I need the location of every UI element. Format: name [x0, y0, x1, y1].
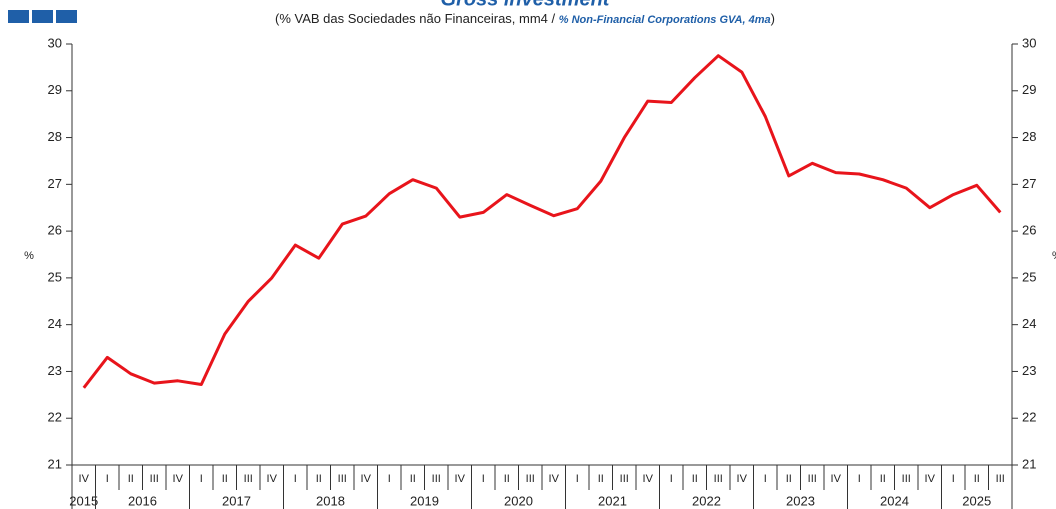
x-tick-label: III	[432, 473, 441, 485]
year-label: 2019	[410, 493, 439, 508]
y-tick-label: 25	[48, 269, 62, 284]
year-label: 2017	[222, 493, 251, 508]
y2-tick-label: 27	[1022, 176, 1036, 191]
x-tick-label: I	[388, 473, 391, 485]
subtitle-end: )	[771, 11, 775, 26]
y-tick-label: 24	[48, 316, 62, 331]
x-tick-label: I	[482, 473, 485, 485]
y2-tick-label: 22	[1022, 410, 1036, 425]
y2-tick-label: 28	[1022, 129, 1036, 144]
x-tick-label: IV	[831, 473, 842, 485]
x-tick-label: III	[338, 473, 347, 485]
subtitle-en: % Non-Financial Corporations GVA, 4ma	[559, 14, 771, 26]
year-label: 2024	[880, 493, 909, 508]
y-tick-label: 29	[48, 82, 62, 97]
x-tick-label: IV	[925, 473, 936, 485]
year-label: 2022	[692, 493, 721, 508]
x-tick-label: III	[808, 473, 817, 485]
logo-block	[32, 10, 53, 23]
x-tick-label: II	[692, 473, 698, 485]
y2-tick-label: 21	[1022, 456, 1036, 471]
x-tick-label: IV	[361, 473, 372, 485]
x-tick-label: III	[244, 473, 253, 485]
x-tick-label: II	[410, 473, 416, 485]
year-label: 2025	[962, 493, 991, 508]
y2-tick-label: 29	[1022, 82, 1036, 97]
x-tick-label: IV	[737, 473, 748, 485]
year-label: 2015	[69, 493, 98, 508]
x-tick-label: I	[576, 473, 579, 485]
x-tick-label: III	[996, 473, 1005, 485]
y-tick-label: 30	[48, 35, 62, 50]
subtitle-pt: (% VAB das Sociedades não Financeiras, m…	[275, 11, 559, 26]
x-tick-label: III	[902, 473, 911, 485]
y-tick-label: 21	[48, 456, 62, 471]
x-tick-label: III	[620, 473, 629, 485]
x-tick-label: IV	[643, 473, 654, 485]
data-line	[82, 54, 1002, 389]
y2-tick-label: 26	[1022, 223, 1036, 238]
x-tick-label: I	[952, 473, 955, 485]
x-tick-label: IV	[549, 473, 560, 485]
x-tick-label: II	[316, 473, 322, 485]
x-tick-label: IV	[267, 473, 278, 485]
year-label: 2021	[598, 493, 627, 508]
year-label: 2016	[128, 493, 157, 508]
chart-title: Gross investment	[441, 0, 611, 10]
logo-block	[56, 10, 77, 23]
x-tick-label: II	[880, 473, 886, 485]
year-label: 2018	[316, 493, 345, 508]
x-tick-label: II	[128, 473, 134, 485]
chart-subtitle: (% VAB das Sociedades não Financeiras, m…	[275, 11, 775, 26]
x-tick-label: II	[786, 473, 792, 485]
x-tick-label: I	[200, 473, 203, 485]
x-tick-label: I	[106, 473, 109, 485]
x-tick-label: I	[858, 473, 861, 485]
y-tick-label: 23	[48, 363, 62, 378]
logo-block	[8, 10, 29, 23]
x-tick-label: II	[974, 473, 980, 485]
x-tick-label: III	[714, 473, 723, 485]
y2-tick-label: 24	[1022, 316, 1036, 331]
x-tick-label: II	[222, 473, 228, 485]
year-label: 2023	[786, 493, 815, 508]
x-tick-label: IV	[173, 473, 184, 485]
y2-tick-label: 30	[1022, 35, 1036, 50]
x-tick-label: II	[504, 473, 510, 485]
y-tick-label: 28	[48, 129, 62, 144]
x-tick-label: II	[598, 473, 604, 485]
y2-axis-label: %	[1052, 250, 1056, 262]
x-tick-label: III	[526, 473, 535, 485]
y-tick-label: 22	[48, 410, 62, 425]
x-tick-label: I	[670, 473, 673, 485]
x-tick-label: IV	[79, 473, 90, 485]
x-tick-label: I	[764, 473, 767, 485]
y-tick-label: 27	[48, 176, 62, 191]
y2-tick-label: 25	[1022, 269, 1036, 284]
y-axis-label: %	[24, 250, 34, 262]
y-tick-label: 26	[48, 223, 62, 238]
year-label: 2020	[504, 493, 533, 508]
x-tick-label: IV	[455, 473, 466, 485]
x-tick-label: I	[294, 473, 297, 485]
x-tick-label: III	[150, 473, 159, 485]
y2-tick-label: 23	[1022, 363, 1036, 378]
